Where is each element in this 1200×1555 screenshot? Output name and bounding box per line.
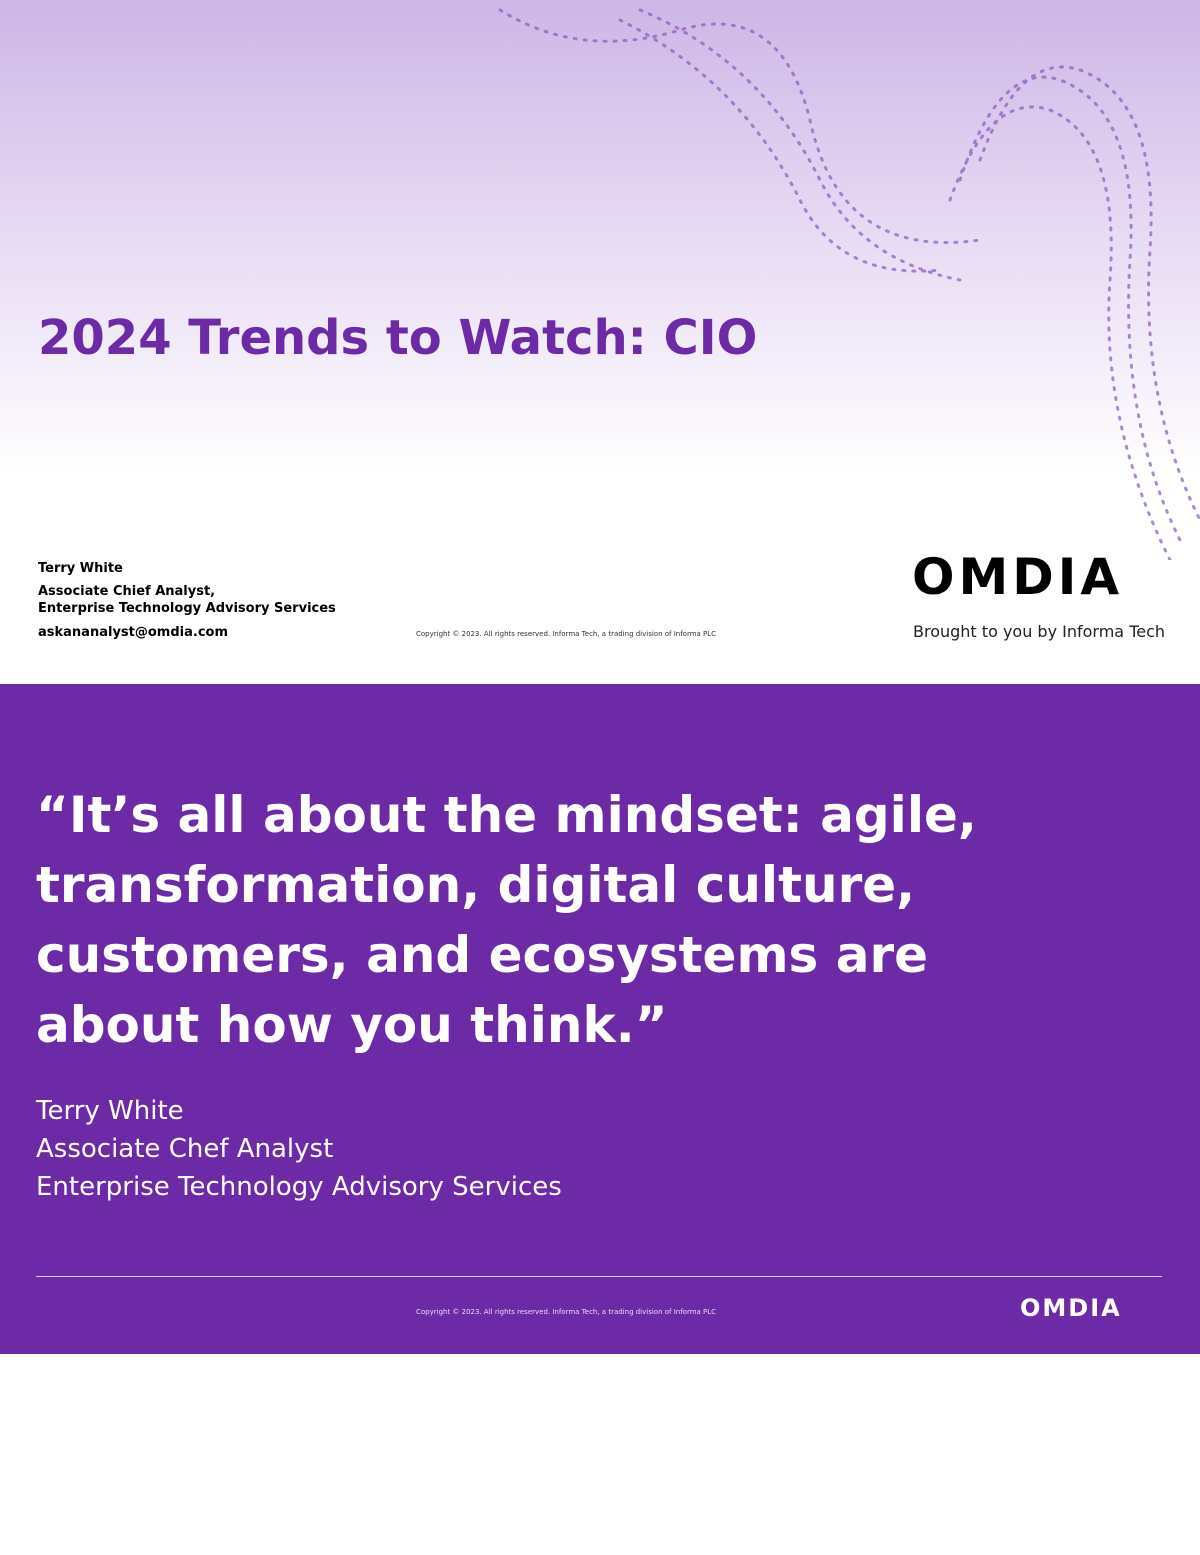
logo: OMDIA	[912, 548, 1124, 606]
title-slide: 2024 Trends to Watch: CIO Terry White As…	[0, 0, 1200, 680]
author-name: Terry White	[38, 561, 123, 576]
author: Terry White Associate Chief Analyst, Ent…	[38, 560, 336, 641]
quote-line: customers, and ecosystems are	[36, 926, 929, 984]
dot-pattern	[498, 8, 1200, 560]
logo: OMDIA	[1020, 1294, 1122, 1322]
attribution-line: Enterprise Technology Advisory Services	[36, 1172, 562, 1202]
author-role: Associate Chief Analyst,	[38, 584, 216, 599]
quote-line: about how you think.”	[36, 996, 668, 1054]
quote: “It’s all about the mindset: agile, tran…	[36, 780, 977, 1060]
author-role: Enterprise Technology Advisory Services	[38, 601, 336, 616]
tagline: Brought to you by Informa Tech	[913, 622, 1166, 641]
copyright: Copyright © 2023. All rights reserved. I…	[416, 630, 717, 638]
attribution-line: Terry White	[36, 1096, 184, 1126]
quote-slide: “It’s all about the mindset: agile, tran…	[0, 684, 1200, 1354]
copyright: Copyright © 2023. All rights reserved. I…	[416, 1308, 717, 1316]
divider	[36, 1276, 1162, 1277]
author-email: askananalyst@omdia.com	[38, 625, 228, 640]
attribution-line: Associate Chef Analyst	[36, 1134, 334, 1164]
attribution: Terry White Associate Chef Analyst Enter…	[36, 1092, 562, 1206]
title: 2024 Trends to Watch: CIO	[38, 310, 758, 366]
quote-line: transformation, digital culture,	[36, 856, 916, 914]
quote-line: “It’s all about the mindset: agile,	[36, 786, 977, 844]
